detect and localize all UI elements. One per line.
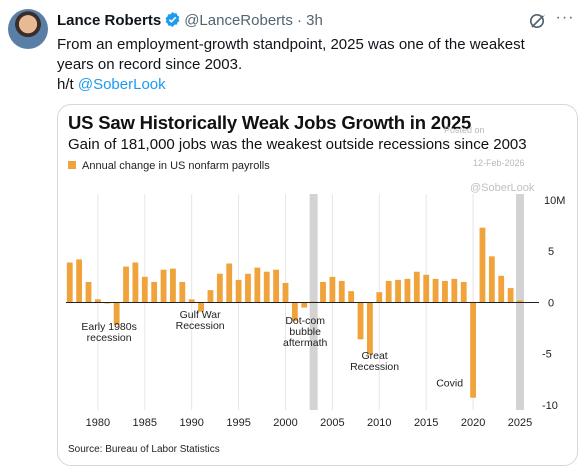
bar [517,300,523,303]
bar [479,227,486,303]
source-note: Source: Bureau of Labor Statistics [68,444,220,455]
author-name[interactable]: Lance Roberts [57,12,162,29]
bar [404,278,411,303]
x-tick-label: 2000 [273,417,297,429]
bar [263,271,270,303]
bar [348,291,355,303]
legend-swatch [68,161,76,169]
bar [376,292,383,303]
bar [85,281,92,303]
y-tick-label: 5 [548,246,554,258]
bar [320,281,326,303]
annotation-label: Gulf War [180,309,222,321]
x-tick-label: 2025 [508,417,532,429]
bar [123,266,129,303]
watermark-posted: Posted on [444,125,485,135]
more-icon[interactable]: ··· [555,9,575,26]
bar [470,302,476,398]
annotation-label: Early 1980s [81,321,136,333]
chart-legend: Annual change in US nonfarm payrolls [68,160,270,172]
bar [273,269,280,303]
chart-image-card[interactable]: US Saw Historically Weak Jobs Growth in … [57,104,578,466]
mention-link[interactable]: @SoberLook [77,76,166,93]
bar [488,256,495,303]
bar [310,301,317,303]
x-tick-label: 2005 [320,417,344,429]
bar [291,302,298,321]
bar [451,278,458,303]
annotation-label: Great [361,350,387,362]
bar [170,268,176,303]
x-tick-label: 2015 [414,417,438,429]
tweet-text-line-2: years on record since 2003. [57,56,243,73]
legend-label: Annual change in US nonfarm payrolls [82,160,270,172]
x-tick-label: 1990 [179,417,203,429]
x-tick-label: 1995 [226,417,250,429]
watermark-handle: @SoberLook [470,182,535,194]
bar [104,302,111,304]
annotation-label: aftermath [283,337,328,349]
annotation-label: bubble [289,326,321,338]
annotation-label: Recession [350,361,399,373]
avatar[interactable] [8,9,48,49]
watermark-date: 12-Feb-2026 [473,158,525,168]
x-tick-label: 1985 [133,417,157,429]
tweet-text-line-1: From an employment-growth standpoint, 20… [57,36,525,53]
annotation-label: Dot-com [285,315,325,327]
bar [198,302,204,312]
x-tick-label: 1980 [86,417,110,429]
x-tick-label: 2020 [461,417,485,429]
x-tick-label: 2010 [367,417,391,429]
bar [282,282,289,303]
hat-tip-prefix: h/t [57,76,78,93]
bar [245,273,251,303]
bar [188,299,195,303]
y-tick-label: 0 [548,297,554,309]
y-tick-label: -10 [542,400,558,412]
bar [141,276,148,303]
bar [254,267,261,303]
bar [338,280,345,303]
verified-badge-icon [164,11,181,34]
bar [413,271,420,303]
chart-subtitle: Gain of 181,000 jobs was the weakest out… [68,136,527,153]
bar [151,281,158,303]
bar [76,259,83,303]
bar [207,290,214,303]
bar [498,275,505,303]
bar [432,278,439,303]
y-axis-unit-label: 10M [544,195,565,207]
bar [442,280,448,303]
annotation-label: recession [87,332,132,344]
chart-title: US Saw Historically Weak Jobs Growth in … [68,112,472,133]
bar [66,262,73,303]
bar [179,281,186,303]
tweet-text-line-3: h/t @SoberLook [57,75,567,95]
bar [160,269,167,303]
annotation-label: Recession [176,320,225,332]
grok-icon[interactable] [527,10,549,32]
bar [460,281,467,303]
annotation-label: Covid [436,377,463,389]
bar [507,288,514,303]
bar [423,274,430,303]
bar [216,273,223,303]
bar [132,262,139,303]
bar [357,302,364,340]
bar [329,276,336,303]
bar [113,302,120,325]
bar-chart: 10M 5 0 -5 -10 1980 1985 1990 1995 2000 2005 2010 20… [66,194,565,429]
bar [385,280,392,303]
bar [367,302,373,355]
tweet-text: From an employment-growth standpoint, 20… [57,35,567,95]
handle-and-time[interactable]: @LanceRoberts · 3h [184,12,323,29]
bar [235,279,242,303]
bar [395,279,401,303]
y-tick-label: -5 [542,349,552,361]
bar [94,299,101,303]
bar [226,263,233,303]
bar [301,302,308,308]
tweet-header: Lance Roberts @LanceRoberts · 3h [57,11,323,34]
